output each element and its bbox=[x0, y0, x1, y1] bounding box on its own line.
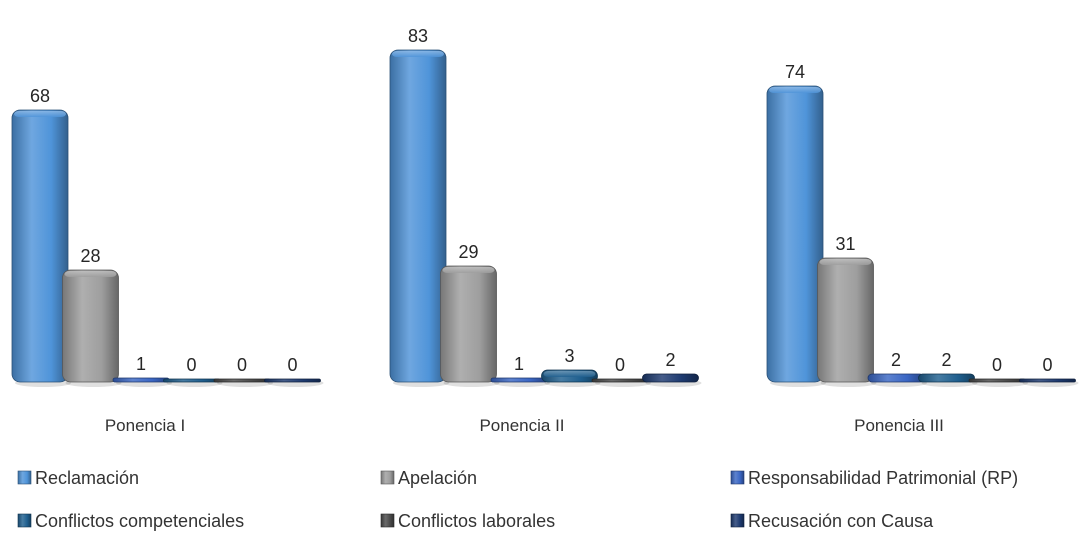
bar-recusacion-con-causa-ponencia-i bbox=[264, 378, 324, 387]
value-label-reclamacion-ponencia-ii: 83 bbox=[408, 26, 428, 46]
value-label-recusacion-con-causa-ponencia-i: 0 bbox=[287, 355, 297, 375]
bar-apelacion-ponencia-i bbox=[62, 269, 122, 387]
legend-label: Conflictos laborales bbox=[398, 511, 555, 531]
legend-label: Conflictos competenciales bbox=[35, 511, 244, 531]
legend-swatch bbox=[17, 470, 32, 485]
value-label-conflictos-competenciales-ponencia-i: 0 bbox=[186, 355, 196, 375]
bar-apelacion-ponencia-ii bbox=[440, 265, 500, 387]
legend-item-recusacion-con-causa: Recusación con Causa bbox=[730, 511, 934, 531]
bar-conflictos-laborales-ponencia-iii bbox=[968, 378, 1028, 387]
value-label-conflictos-laborales-ponencia-i: 0 bbox=[237, 355, 247, 375]
bar-reclamacion-ponencia-ii bbox=[389, 49, 449, 387]
bar-apelacion-ponencia-iii bbox=[817, 257, 877, 387]
value-label-apelacion-ponencia-i: 28 bbox=[80, 246, 100, 266]
bar-responsabilidad-patrimonial-rp-ponencia-i bbox=[112, 377, 172, 387]
value-label-apelacion-ponencia-ii: 29 bbox=[458, 242, 478, 262]
bar-reclamacion-ponencia-i bbox=[11, 109, 71, 387]
category-labels-layer: Ponencia I Ponencia II Ponencia III bbox=[105, 416, 944, 435]
bar-conflictos-laborales-ponencia-ii bbox=[591, 378, 651, 387]
legend-swatch bbox=[17, 513, 32, 528]
legend-item-responsabilidad-patrimonial-rp: Responsabilidad Patrimonial (RP) bbox=[730, 468, 1018, 488]
legend-swatch bbox=[380, 470, 395, 485]
bars-layer bbox=[11, 49, 1079, 387]
legend-item-conflictos-competenciales: Conflictos competenciales bbox=[17, 511, 244, 531]
legend-swatch bbox=[730, 470, 745, 485]
legend-label: Reclamación bbox=[35, 468, 139, 488]
bar-conflictos-competenciales-ponencia-ii bbox=[541, 369, 601, 387]
bar-recusacion-con-causa-ponencia-iii bbox=[1019, 378, 1079, 387]
bar-responsabilidad-patrimonial-rp-ponencia-ii bbox=[490, 377, 550, 387]
legend-item-conflictos-laborales: Conflictos laborales bbox=[380, 511, 555, 531]
legend-swatch bbox=[380, 513, 395, 528]
category-label-ponencia-i: Ponencia I bbox=[105, 416, 185, 435]
legend-item-reclamacion: Reclamación bbox=[17, 468, 139, 488]
value-labels-layer: 68 28 1 0 0 0 83 29 1 3 0 2 74 31 2 2 0 0 bbox=[30, 26, 1053, 375]
bar-responsabilidad-patrimonial-rp-ponencia-iii bbox=[867, 373, 927, 387]
value-label-recusacion-con-causa-ponencia-iii: 0 bbox=[1042, 355, 1052, 375]
legend-swatch bbox=[730, 513, 745, 528]
legend-label: Recusación con Causa bbox=[748, 511, 934, 531]
value-label-recusacion-con-causa-ponencia-ii: 2 bbox=[665, 350, 675, 370]
category-label-ponencia-ii: Ponencia II bbox=[479, 416, 564, 435]
value-label-responsabilidad-patrimonial-rp-ponencia-i: 1 bbox=[136, 354, 146, 374]
bar-recusacion-con-causa-ponencia-ii bbox=[642, 373, 702, 387]
value-label-reclamacion-ponencia-iii: 74 bbox=[785, 62, 805, 82]
value-label-responsabilidad-patrimonial-rp-ponencia-ii: 1 bbox=[514, 354, 524, 374]
bar-conflictos-competenciales-ponencia-iii bbox=[918, 373, 978, 387]
value-label-conflictos-laborales-ponencia-ii: 0 bbox=[615, 355, 625, 375]
legend: Reclamación Apelación Responsabilidad Patr… bbox=[17, 468, 1018, 531]
value-label-apelacion-ponencia-iii: 31 bbox=[835, 234, 855, 254]
value-label-responsabilidad-patrimonial-rp-ponencia-iii: 2 bbox=[891, 350, 901, 370]
category-label-ponencia-iii: Ponencia III bbox=[854, 416, 944, 435]
bar-reclamacion-ponencia-iii bbox=[766, 85, 826, 387]
legend-label: Responsabilidad Patrimonial (RP) bbox=[748, 468, 1018, 488]
legend-item-apelacion: Apelación bbox=[380, 468, 477, 488]
value-label-conflictos-competenciales-ponencia-ii: 3 bbox=[564, 346, 574, 366]
value-label-conflictos-laborales-ponencia-iii: 0 bbox=[992, 355, 1002, 375]
legend-label: Apelación bbox=[398, 468, 477, 488]
value-label-conflictos-competenciales-ponencia-iii: 2 bbox=[941, 350, 951, 370]
value-label-reclamacion-ponencia-i: 68 bbox=[30, 86, 50, 106]
